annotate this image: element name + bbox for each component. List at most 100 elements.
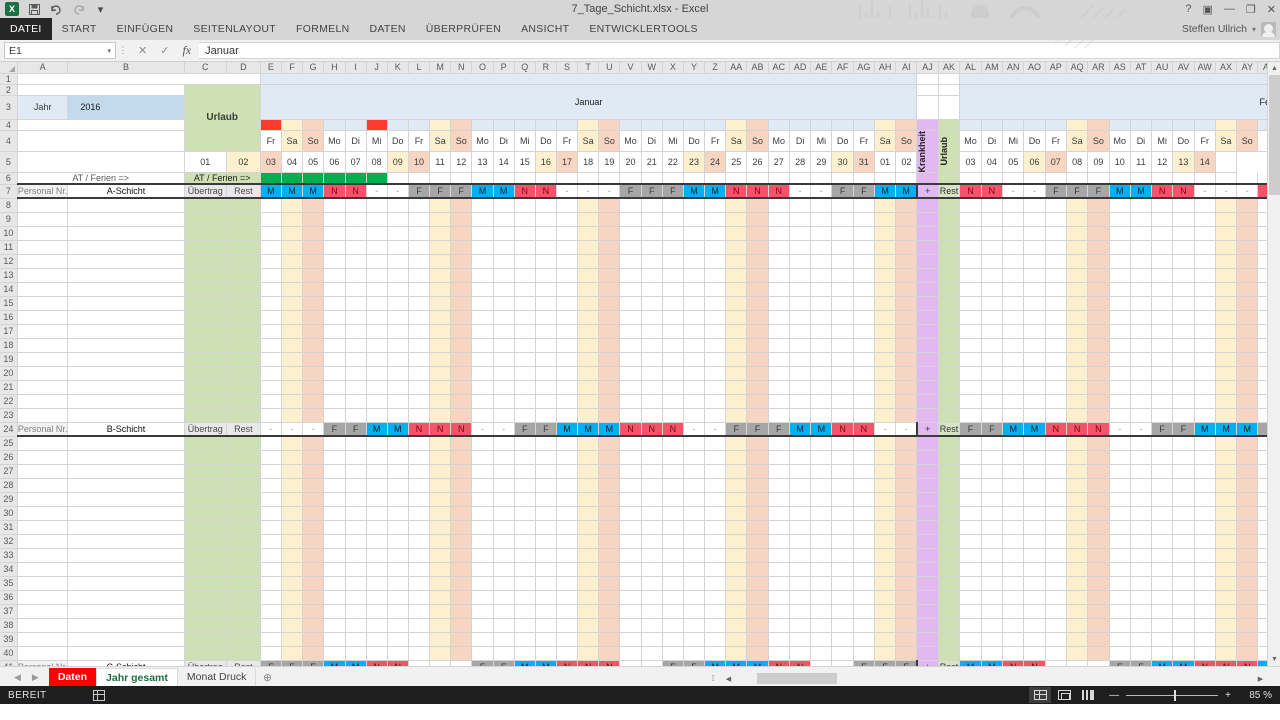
cell-feb-21-11[interactable]	[1172, 380, 1195, 395]
jan-weekday-25[interactable]: Mo	[768, 130, 790, 152]
cell-jan-30-26[interactable]	[789, 506, 812, 521]
cell-feb-12-08[interactable]	[1109, 254, 1131, 269]
cell-jan-34-16[interactable]	[577, 562, 600, 577]
cell-jan-32-19[interactable]	[641, 534, 663, 549]
cell-jan-34-28[interactable]	[831, 562, 854, 577]
cell-feb-36-02[interactable]	[981, 590, 1004, 605]
cell-jan-9-02[interactable]	[281, 212, 304, 227]
cell-ak38[interactable]	[938, 618, 961, 633]
cell-jan-21-29[interactable]	[853, 380, 876, 395]
cell-c9[interactable]	[184, 212, 228, 227]
shift-cell-A-Schicht-jan-10[interactable]: F	[450, 184, 473, 200]
shift-cell-B-Schicht-jan-02[interactable]: -	[281, 422, 304, 438]
jan-weekday-08[interactable]: Fr	[408, 130, 430, 152]
cell-jan-14-23[interactable]	[725, 282, 748, 297]
cell-feb-12-06[interactable]	[1066, 254, 1089, 269]
cell-jan-39-07[interactable]	[387, 632, 409, 647]
cell-b8[interactable]	[67, 198, 185, 213]
cell-jan-19-31[interactable]	[895, 352, 918, 367]
cell-jan-21-24[interactable]	[746, 380, 769, 395]
cell-jan-35-03[interactable]	[302, 576, 325, 591]
column-header-AM[interactable]: AM	[981, 62, 1004, 74]
cell-feb-33-12[interactable]	[1194, 548, 1216, 563]
jan-holiday-marker-17[interactable]	[598, 119, 621, 131]
cell-jan-15-12[interactable]	[493, 296, 515, 311]
cell-a21[interactable]	[17, 380, 69, 395]
cell-jan-38-30[interactable]	[874, 618, 897, 633]
cell-feb-23-04[interactable]	[1023, 408, 1046, 423]
cell-feb-38-05[interactable]	[1045, 618, 1067, 633]
cell-a29[interactable]	[17, 492, 69, 507]
cell-b11[interactable]	[67, 240, 185, 255]
cell-jan-29-31[interactable]	[895, 492, 918, 507]
cell-feb-22-14[interactable]	[1236, 394, 1259, 409]
jan-day-19[interactable]: 19	[598, 151, 621, 174]
shift-cell-B-Schicht-jan-09[interactable]: N	[429, 422, 452, 438]
cell-feb-38-06[interactable]	[1066, 618, 1089, 633]
cell-jan-8-06[interactable]	[366, 198, 388, 213]
cell-feb-33-05[interactable]	[1045, 548, 1067, 563]
cell-jan-34-30[interactable]	[874, 562, 897, 577]
cell-jan-14-26[interactable]	[789, 282, 812, 297]
cell-feb-39-08[interactable]	[1109, 632, 1131, 647]
shift-cell-A-Schicht-jan-31[interactable]: M	[895, 184, 918, 200]
cell-jan-35-07[interactable]	[387, 576, 409, 591]
cell-feb-25-07[interactable]	[1087, 436, 1110, 451]
cell-feb-19-13[interactable]	[1215, 352, 1238, 367]
cell-jan-14-09[interactable]	[429, 282, 452, 297]
cell-jan-18-04[interactable]	[323, 338, 346, 353]
cell-jan-35-12[interactable]	[493, 576, 515, 591]
shift-cell-C-Schicht-feb-05[interactable]: -	[1045, 660, 1067, 666]
cell-jan-16-06[interactable]	[366, 310, 388, 325]
cell-feb-30-03[interactable]	[1002, 506, 1025, 521]
cell-jan-8-28[interactable]	[831, 198, 854, 213]
cell-jan-37-01[interactable]	[260, 604, 282, 619]
jan-day-18[interactable]: 18	[577, 151, 600, 174]
scroll-down-icon[interactable]: ▼	[1268, 653, 1280, 666]
cell-jan-20-23[interactable]	[725, 366, 748, 381]
cell-jan-11-20[interactable]	[662, 240, 684, 255]
feb-day-08[interactable]: 08	[1066, 151, 1089, 174]
cell-jan-18-15[interactable]	[556, 338, 579, 353]
cell-jan-38-22[interactable]	[704, 618, 727, 633]
cell-jan-35-20[interactable]	[662, 576, 684, 591]
zoom-slider[interactable]	[1126, 689, 1219, 701]
cell-jan-26-08[interactable]	[408, 450, 430, 465]
shift-cell-B-Schicht-jan-07[interactable]: M	[387, 422, 409, 438]
cell-jan-31-17[interactable]	[598, 520, 621, 535]
cell-jan-8-12[interactable]	[493, 198, 515, 213]
cell-feb-9-13[interactable]	[1215, 212, 1238, 227]
cell-jan-12-27[interactable]	[810, 254, 833, 269]
cell-jan-21-17[interactable]	[598, 380, 621, 395]
cell-jan-19-26[interactable]	[789, 352, 812, 367]
feb-day-09[interactable]: 09	[1087, 151, 1110, 174]
shift-cell-B-Schicht-jan-21[interactable]: -	[683, 422, 706, 438]
cell-feb-17-12[interactable]	[1194, 324, 1216, 339]
cell-jan-32-14[interactable]	[535, 534, 557, 549]
cell-feb-17-10[interactable]	[1151, 324, 1174, 339]
cell-jan-33-24[interactable]	[746, 548, 769, 563]
cell-jan-23-25[interactable]	[768, 408, 790, 423]
cell-feb-21-04[interactable]	[1023, 380, 1046, 395]
cell-jan-32-02[interactable]	[281, 534, 304, 549]
cell-jan-40-13[interactable]	[514, 646, 536, 661]
shift-cell-A-Schicht-jan-11[interactable]: M	[471, 184, 494, 200]
cell-jan-33-03[interactable]	[302, 548, 325, 563]
cell-feb-17-06[interactable]	[1066, 324, 1089, 339]
cell-jan-10-19[interactable]	[641, 226, 663, 241]
cell-feb-28-14[interactable]	[1236, 478, 1259, 493]
cell-a22[interactable]	[17, 394, 69, 409]
cell-d12[interactable]	[226, 254, 261, 269]
cell-feb-8-07[interactable]	[1087, 198, 1110, 213]
cell-feb-36-05[interactable]	[1045, 590, 1067, 605]
cell-jan-21-30[interactable]	[874, 380, 897, 395]
cell-feb-11-03[interactable]	[1002, 240, 1025, 255]
cell-jan-13-05[interactable]	[345, 268, 367, 283]
cell-jan-25-13[interactable]	[514, 436, 536, 451]
cell-jan-11-06[interactable]	[366, 240, 388, 255]
cell-jan-27-24[interactable]	[746, 464, 769, 479]
cell-feb-12-13[interactable]	[1215, 254, 1238, 269]
insert-function-icon[interactable]: fx	[182, 43, 192, 57]
cell-feb-31-02[interactable]	[981, 520, 1004, 535]
cell-aj17[interactable]	[916, 324, 939, 339]
